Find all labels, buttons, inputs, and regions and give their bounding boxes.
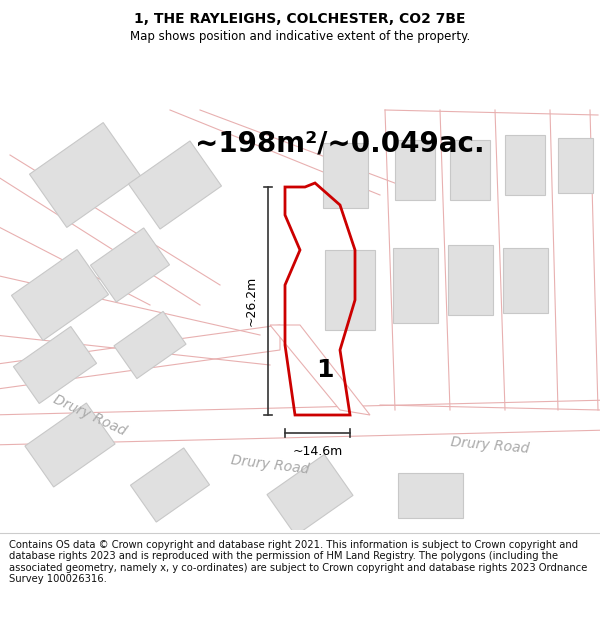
Polygon shape	[0, 325, 280, 390]
Bar	[267, 454, 353, 536]
Text: Drury Road: Drury Road	[450, 434, 530, 456]
Bar	[29, 122, 140, 228]
Bar	[130, 448, 209, 522]
Text: 1: 1	[316, 358, 334, 382]
Text: Drury Road: Drury Road	[230, 453, 310, 477]
Text: 1, THE RAYLEIGHS, COLCHESTER, CO2 7BE: 1, THE RAYLEIGHS, COLCHESTER, CO2 7BE	[134, 12, 466, 26]
Bar	[448, 245, 493, 315]
Bar	[450, 140, 490, 200]
Bar	[325, 250, 375, 330]
Text: ~14.6m: ~14.6m	[292, 445, 343, 458]
Text: Contains OS data © Crown copyright and database right 2021. This information is : Contains OS data © Crown copyright and d…	[9, 539, 587, 584]
Bar	[323, 142, 367, 208]
Text: Map shows position and indicative extent of the property.: Map shows position and indicative extent…	[130, 30, 470, 43]
Bar	[11, 249, 109, 341]
Bar	[398, 472, 463, 518]
Text: Drury Road: Drury Road	[51, 392, 129, 438]
Polygon shape	[270, 325, 370, 415]
Bar	[557, 138, 593, 192]
Bar	[392, 248, 437, 322]
Bar	[13, 326, 97, 404]
Bar	[395, 140, 435, 200]
Text: ~198m²/~0.049ac.: ~198m²/~0.049ac.	[195, 130, 485, 158]
Bar	[128, 141, 221, 229]
Bar	[25, 403, 115, 487]
Bar	[505, 135, 545, 195]
Polygon shape	[0, 400, 600, 445]
Text: ~26.2m: ~26.2m	[245, 276, 258, 326]
Bar	[91, 228, 170, 302]
Bar	[503, 248, 548, 312]
Bar	[114, 311, 186, 379]
